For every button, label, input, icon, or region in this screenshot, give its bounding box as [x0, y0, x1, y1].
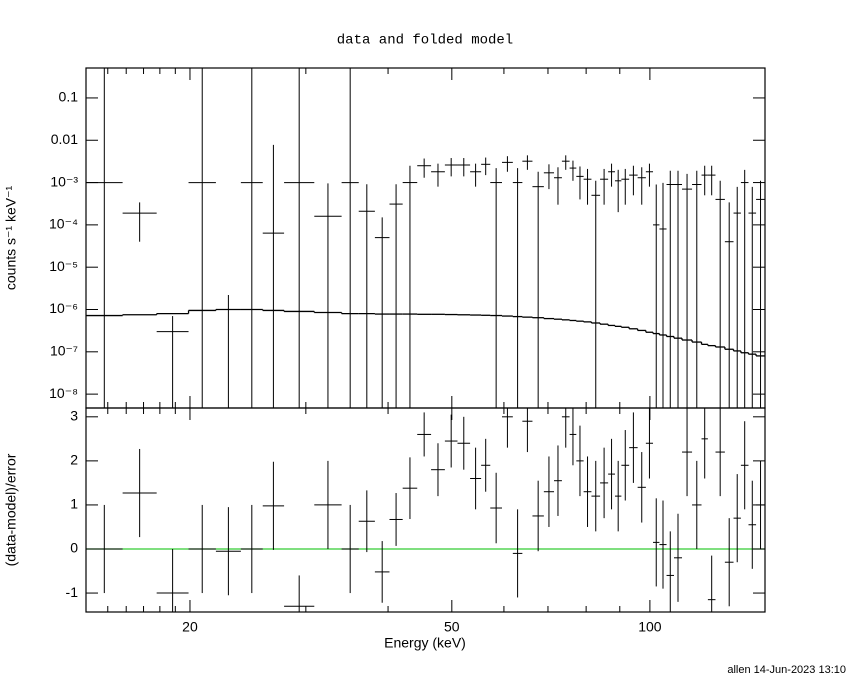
y-tick-label: 10⁻⁵ — [49, 258, 78, 274]
plot-area — [86, 68, 765, 408]
y-tick-label: 2 — [70, 452, 78, 468]
x-tick-label: 50 — [444, 619, 460, 635]
x-tick-label: 100 — [638, 619, 662, 635]
y-tick-label: 0 — [70, 540, 78, 556]
x-tick-label: 20 — [182, 619, 198, 635]
axes-frame — [85, 407, 766, 613]
y-tick-label: -1 — [66, 584, 79, 600]
y-tick-label: 10⁻⁴ — [49, 216, 78, 232]
y-axis-label: counts s⁻¹ keV⁻¹ — [3, 186, 19, 291]
y-tick-label: 1 — [70, 496, 78, 512]
y-tick-label: 10⁻⁸ — [49, 385, 78, 401]
x-axis-label: Energy (keV) — [384, 635, 466, 651]
y-tick-label: 3 — [70, 408, 78, 424]
y-tick-label: 10⁻⁶ — [49, 300, 78, 316]
y-tick-label: 0.1 — [59, 89, 79, 105]
chart-title: data and folded model — [337, 33, 513, 49]
footer: allen 14-Jun-2023 13:10 — [727, 664, 846, 676]
y-axis-label: (data-model)/error — [3, 453, 19, 566]
y-tick-label: 10⁻⁷ — [50, 343, 78, 359]
y-tick-label: 10⁻³ — [50, 173, 78, 189]
y-tick-label: 0.01 — [51, 131, 78, 147]
plot-area — [86, 408, 765, 612]
